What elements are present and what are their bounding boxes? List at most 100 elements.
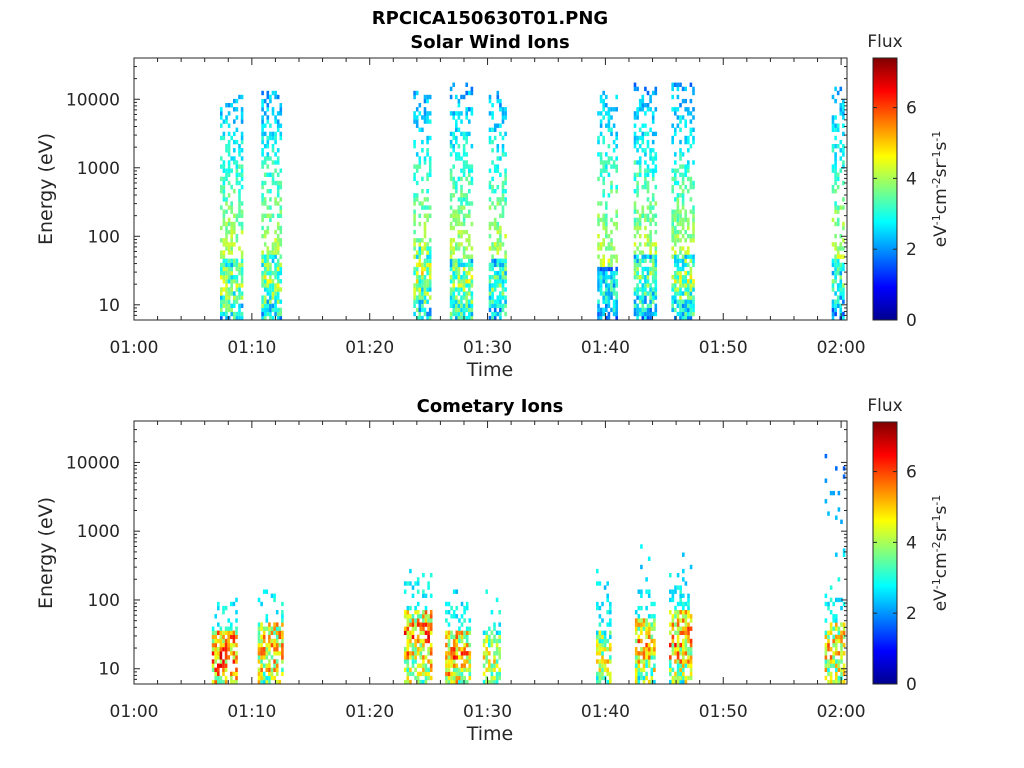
spectrogram-cell bbox=[238, 94, 241, 100]
spectrogram-cell bbox=[220, 254, 223, 259]
spectrogram-cell bbox=[465, 605, 469, 611]
spectrogram-cell bbox=[607, 311, 611, 317]
spectrogram-cell bbox=[452, 209, 455, 214]
spectrogram-cell bbox=[222, 638, 225, 644]
spectrogram-cell bbox=[261, 250, 264, 255]
spectrogram-cell bbox=[834, 201, 837, 206]
spectrogram-cell bbox=[261, 193, 264, 198]
spectrogram-cell bbox=[615, 189, 618, 194]
spectrogram-cell bbox=[687, 135, 690, 141]
spectrogram-cell bbox=[671, 176, 674, 182]
spectrogram-cell bbox=[227, 626, 230, 631]
spectrogram-cell bbox=[679, 238, 682, 243]
spectrogram-cell bbox=[462, 295, 466, 300]
spectrogram-cell bbox=[488, 168, 492, 173]
spectrogram-cell bbox=[637, 614, 641, 619]
spectrogram-cell bbox=[641, 123, 645, 128]
spectrogram-cell bbox=[261, 299, 264, 304]
spectrogram-cell bbox=[504, 295, 507, 300]
spectrogram-cell bbox=[597, 303, 600, 308]
spectrogram-cell bbox=[839, 111, 843, 116]
spectrogram-cell bbox=[222, 197, 226, 202]
spectrogram-cell bbox=[233, 119, 236, 124]
spectrogram-cell bbox=[679, 172, 682, 177]
spectrogram-cell bbox=[687, 287, 690, 292]
spectrogram-cell bbox=[406, 610, 410, 615]
spectrogram-cell bbox=[414, 622, 417, 627]
spectrogram-cell bbox=[211, 667, 215, 672]
spectrogram-cell bbox=[684, 679, 688, 685]
spectrogram-cell bbox=[227, 630, 230, 635]
spectrogram-cell bbox=[674, 242, 677, 247]
spectrogram-cell bbox=[271, 287, 275, 292]
spectrogram-cell bbox=[411, 647, 415, 652]
spectrogram-cell bbox=[458, 647, 461, 652]
spectrogram-cell bbox=[426, 279, 429, 284]
spectrogram-cell bbox=[684, 581, 688, 586]
spectrogram-cell bbox=[607, 172, 611, 177]
spectrogram-cell bbox=[413, 254, 416, 259]
spectrogram-cell bbox=[220, 275, 223, 280]
spectrogram-cell bbox=[496, 246, 500, 251]
spectrogram-cell bbox=[676, 168, 680, 173]
spectrogram-cell bbox=[269, 98, 272, 104]
spectrogram-cell bbox=[424, 655, 428, 660]
spectrogram-cell bbox=[646, 307, 650, 313]
spectrogram-cell bbox=[602, 279, 605, 284]
spectrogram-cell bbox=[839, 205, 843, 210]
x-tick-label: 01:00 bbox=[110, 702, 159, 722]
spectrogram-cell bbox=[455, 119, 458, 124]
spectrogram-cell bbox=[671, 139, 674, 145]
spectrogram-cell bbox=[834, 262, 837, 268]
spectrogram-cell bbox=[491, 111, 494, 116]
spectrogram-cell bbox=[463, 605, 466, 611]
spectrogram-cell bbox=[842, 474, 846, 479]
spectrogram-cell bbox=[612, 275, 616, 280]
spectrogram-cell bbox=[406, 663, 410, 668]
spectrogram-cell bbox=[615, 283, 618, 288]
spectrogram-cell bbox=[649, 291, 652, 296]
spectrogram-cell bbox=[654, 229, 658, 235]
spectrogram-cell bbox=[601, 675, 604, 681]
spectrogram-cell bbox=[644, 275, 647, 280]
spectrogram-cell bbox=[676, 573, 680, 578]
spectrogram-cell bbox=[638, 295, 642, 300]
spectrogram-cell bbox=[261, 127, 264, 132]
spectrogram-cell bbox=[423, 279, 427, 284]
spectrogram-cell bbox=[450, 614, 453, 619]
spectrogram-cell bbox=[220, 135, 223, 141]
spectrogram-cell bbox=[460, 647, 464, 652]
spectrogram-cell bbox=[462, 213, 466, 218]
spectrogram-cell bbox=[602, 225, 605, 231]
spectrogram-cell bbox=[835, 634, 838, 640]
spectrogram-cell bbox=[832, 626, 835, 631]
spectrogram-cell bbox=[222, 287, 226, 292]
spectrogram-cell bbox=[279, 254, 283, 259]
spectrogram-cell bbox=[225, 315, 228, 321]
spectrogram-cell bbox=[654, 246, 658, 251]
spectrogram-cell bbox=[499, 246, 502, 251]
spectrogram-cell bbox=[211, 679, 215, 685]
spectrogram-cell bbox=[263, 279, 267, 284]
spectrogram-cell bbox=[692, 127, 695, 132]
spectrogram-cell bbox=[633, 82, 637, 87]
spectrogram-cell bbox=[824, 478, 828, 483]
spectrogram-cell bbox=[842, 246, 845, 251]
spectrogram-cell bbox=[452, 614, 456, 619]
spectrogram-cell bbox=[674, 82, 677, 87]
spectrogram-cell bbox=[599, 291, 603, 296]
spectrogram-cell bbox=[214, 647, 217, 652]
spectrogram-cell bbox=[689, 176, 693, 182]
spectrogram-cell bbox=[605, 201, 608, 206]
spectrogram-cell bbox=[496, 94, 500, 100]
spectrogram-cell bbox=[682, 671, 685, 677]
spectrogram-cell bbox=[654, 107, 658, 112]
spectrogram-cell bbox=[415, 90, 419, 96]
spectrogram-cell bbox=[498, 610, 501, 615]
spectrogram-cell bbox=[615, 291, 618, 296]
spectrogram-cell bbox=[455, 647, 459, 652]
spectrogram-cell bbox=[445, 667, 448, 672]
spectrogram-cell bbox=[615, 266, 618, 272]
spectrogram-cell bbox=[460, 242, 463, 247]
spectrogram-cell bbox=[463, 659, 466, 664]
